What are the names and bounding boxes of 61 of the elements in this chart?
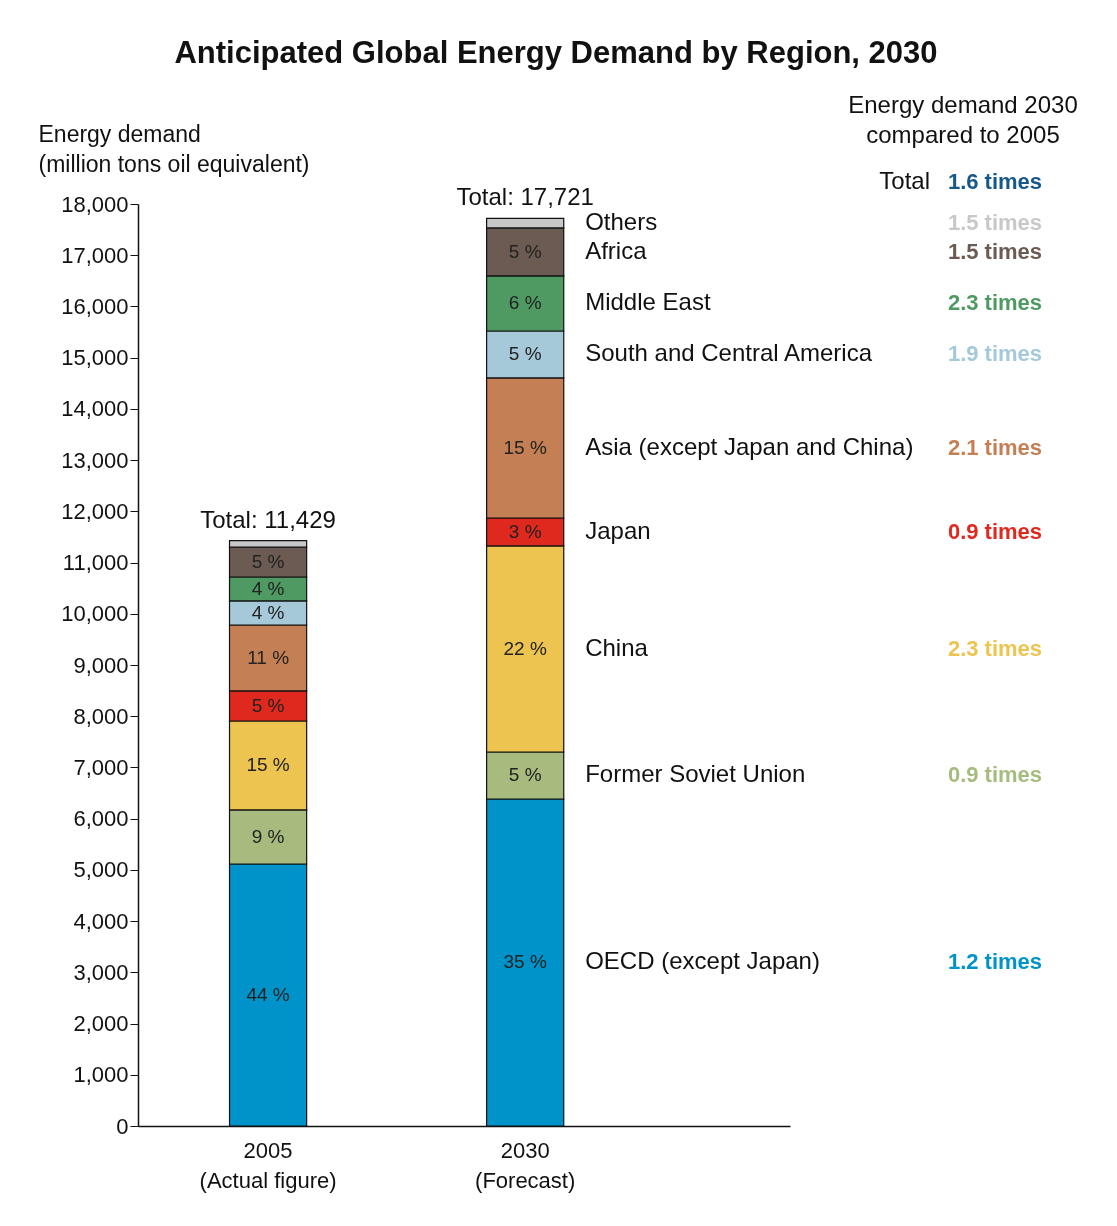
series-label: OECD (except Japan) (585, 947, 820, 975)
total-label: Total: 11,429 (200, 505, 336, 533)
series-label: Asia (except Japan and China) (585, 432, 914, 460)
annotation: 9 % (251, 825, 285, 847)
annotation: 4 % (251, 577, 285, 599)
text: 0.9 times (947, 518, 1043, 544)
annotation: 44 % (246, 984, 290, 1005)
y-tick-label: 14,000 (61, 396, 129, 422)
text: Total (879, 167, 930, 194)
series-label: Others (585, 208, 658, 236)
annotation: 5 % (508, 343, 542, 365)
annotation: 22 % (503, 637, 547, 659)
annotation: 5 % (251, 550, 285, 572)
annotation: 15 % (503, 436, 547, 458)
chart-title: Anticipated Global Energy Demand by Region, 2030 (174, 35, 938, 70)
annotation: 11 % (247, 646, 290, 668)
text: 1.6 times (947, 169, 1043, 194)
annotation: 3 % (508, 520, 542, 542)
text: 1.2 times (947, 949, 1043, 975)
text: 1.9 times (947, 341, 1043, 367)
y-tick-label: 18,000 (61, 191, 129, 217)
annotation: 35 % (503, 951, 547, 973)
series-label: Former Soviet Union (585, 760, 806, 788)
y-tick-label: 12,000 (61, 498, 129, 524)
series-label: Middle East (585, 288, 711, 316)
y-tick-label: 16,000 (61, 293, 129, 319)
series-label: China (585, 633, 649, 661)
x-tick-label: 2030 (Forecast) (475, 1137, 576, 1193)
y-tick-label: 2,000 (73, 1011, 129, 1037)
y-tick-label: 5,000 (73, 857, 129, 883)
text: 0.9 times (947, 762, 1043, 788)
y-tick-label: 7,000 (73, 754, 129, 780)
series-label: Japan (585, 516, 651, 544)
y-tick-label: 1,000 (73, 1062, 129, 1088)
y-tick-label: 10,000 (61, 601, 129, 627)
text: 2.1 times (947, 434, 1043, 460)
series-label: South and Central America (585, 339, 873, 367)
annotation: 6 % (508, 292, 542, 314)
text: 2.3 times (947, 635, 1043, 661)
y-tick-label: 3,000 (73, 959, 129, 985)
y-tick-label: 17,000 (61, 242, 129, 268)
text: 1.5 times (947, 238, 1043, 264)
x-tick-label: 2005 (Actual figure) (199, 1137, 337, 1193)
annotation: 5 % (251, 694, 285, 716)
y-axis-title: Energy demand (million tons oil equivalent) (38, 120, 310, 177)
y-tick-label: 6,000 (73, 806, 129, 832)
series-label: Africa (585, 236, 648, 264)
text: 2.3 times (947, 290, 1043, 316)
y-tick-label: 4,000 (73, 908, 129, 934)
y-tick-label: 0 (116, 1113, 129, 1139)
annotation: 4 % (251, 601, 285, 623)
y-tick-label: 15,000 (61, 345, 129, 371)
total-label: Total: 17,721 (456, 183, 594, 211)
y-tick-label: 8,000 (73, 703, 129, 729)
annotation: 15 % (246, 754, 290, 776)
y-tick-label: 13,000 (61, 447, 129, 473)
y-tick-label: 9,000 (73, 652, 129, 678)
y-tick-label: 11,000 (62, 550, 129, 576)
annotation: 5 % (508, 240, 542, 262)
text: Energy demand 2030 compared to 2005 (848, 91, 1078, 148)
annotation: 5 % (508, 764, 542, 786)
